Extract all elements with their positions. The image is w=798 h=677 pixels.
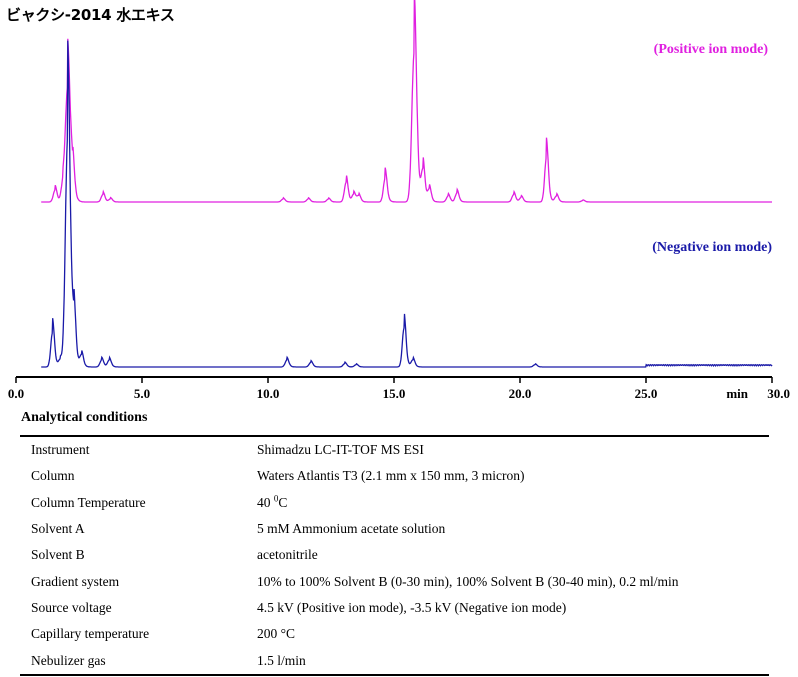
table-row: Capillary temperature 200 °C: [20, 621, 769, 647]
chromatogram-traces: [41, 0, 773, 368]
x-tick-label: 10.0: [257, 386, 280, 401]
table-row: Source voltage 4.5 kV (Positive ion mode)…: [20, 595, 769, 621]
table-row: Nebulizer gas 1.5 l/min: [20, 647, 769, 674]
condition-label: Instrument: [31, 442, 90, 458]
condition-label: Nebulizer gas: [31, 652, 106, 668]
chromatogram-chart: (Positive ion mode) (Negative ion mode) …: [8, 0, 790, 401]
positive-ion-mode-label: (Positive ion mode): [654, 42, 769, 57]
condition-value: Waters Atlantis T3 (2.1 mm x 150 mm, 3 m…: [257, 468, 525, 484]
negative-ion-trace: [41, 40, 773, 368]
table-row: Solvent B acetonitrile: [20, 542, 769, 568]
table-row: Solvent A 5 mM Ammonium acetate solution: [20, 516, 769, 542]
condition-value: 10% to 100% Solvent B (0-30 min), 100% S…: [257, 573, 679, 589]
condition-label: Gradient system: [31, 573, 120, 589]
table-row: Gradient system 10% to 100% Solvent B (0-…: [20, 568, 769, 594]
condition-label: Source voltage: [31, 599, 112, 615]
x-tick-label: 30.0: [767, 386, 790, 401]
condition-label: Column: [31, 468, 75, 484]
series-labels: (Positive ion mode) (Negative ion mode): [652, 42, 772, 255]
table-row: Instrument Shimadzu LC-IT-TOF MS ESI: [20, 436, 769, 463]
condition-value: 1.5 l/min: [257, 652, 306, 668]
condition-value: Shimadzu LC-IT-TOF MS ESI: [257, 442, 424, 458]
condition-value: 40 0C: [257, 493, 288, 510]
x-axis-ticks: 0.0 5.0 10.0 15.0 20.0 25.0 30.0: [8, 377, 790, 401]
condition-value: 4.5 kV (Positive ion mode), -3.5 kV (Neg…: [257, 599, 567, 615]
condition-label: Solvent A: [31, 521, 85, 537]
x-tick-label: 25.0: [635, 386, 658, 401]
x-axis: 0.0 5.0 10.0 15.0 20.0 25.0 30.0 min: [8, 376, 790, 401]
x-tick-label: 0.0: [8, 386, 24, 401]
table-row: Column Temperature 40 0C: [20, 490, 769, 516]
x-axis-label: min: [726, 386, 748, 401]
condition-value: 200 °C: [257, 626, 296, 642]
table-row: Column Waters Atlantis T3 (2.1 mm x 150 m…: [20, 463, 769, 489]
page-title: ビャクシ-2014 水エキス: [6, 6, 175, 24]
x-tick-label: 15.0: [383, 386, 406, 401]
conditions-heading: Analytical conditions: [21, 410, 148, 425]
x-tick-label: 5.0: [134, 386, 150, 401]
negative-ion-mode-label: (Negative ion mode): [652, 240, 772, 255]
conditions-table: Instrument Shimadzu LC-IT-TOF MS ESI Colum…: [20, 435, 769, 676]
condition-label: Capillary temperature: [31, 626, 150, 642]
condition-label: Solvent B: [31, 547, 85, 563]
x-tick-label: 20.0: [509, 386, 532, 401]
condition-value: acetonitrile: [257, 547, 318, 563]
condition-label: Column Temperature: [31, 494, 146, 510]
positive-ion-trace: [41, 0, 772, 203]
condition-value: 5 mM Ammonium acetate solution: [257, 521, 446, 537]
